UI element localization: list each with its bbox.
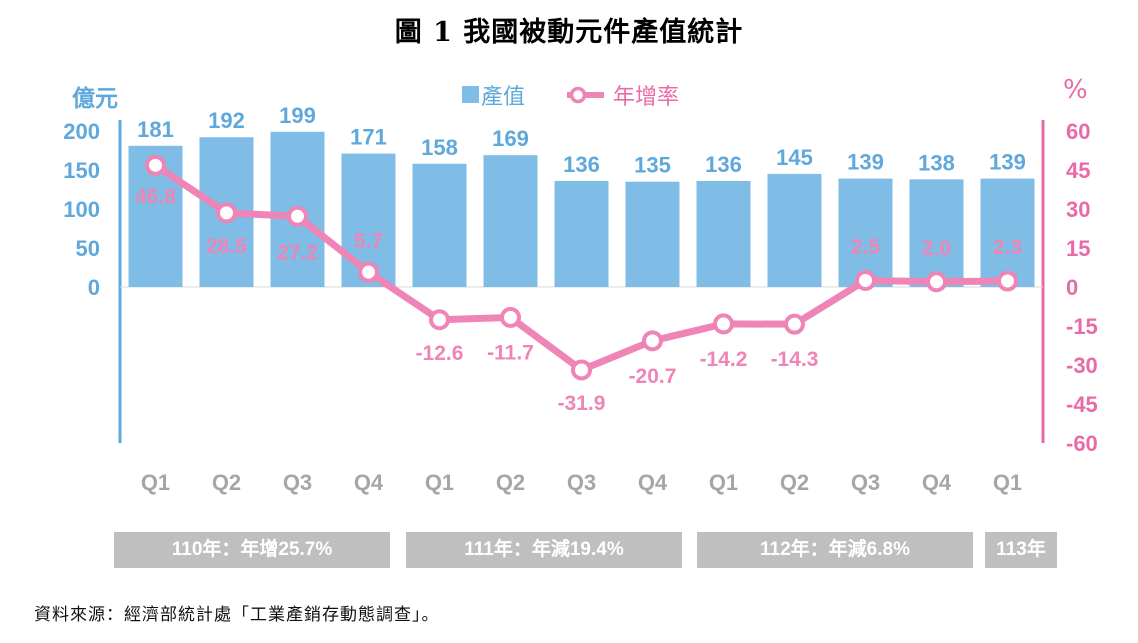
growth-rate-point [287, 205, 308, 227]
growth-rate-label: -14.2 [700, 348, 748, 371]
category-label: Q2 [212, 470, 241, 495]
source-note: 資料來源：經濟部統計處「工業產銷存動態調查」。 [34, 605, 440, 625]
right-tick-label: 60 [1066, 119, 1090, 144]
growth-rate-label: 5.7 [354, 230, 383, 253]
year-summary-bar: 113年 [985, 532, 1057, 568]
bar-value-label: 181 [137, 117, 174, 142]
bar [696, 180, 751, 287]
bar-value-label: 139 [847, 150, 884, 175]
legend-bar-swatch [462, 86, 479, 103]
bar-value-label: 139 [989, 150, 1026, 175]
bar-value-label: 136 [705, 152, 742, 177]
bar [554, 180, 609, 287]
bar [909, 179, 964, 287]
left-tick-label: 0 [88, 275, 100, 300]
legend-line-marker [569, 86, 587, 104]
right-tick-label: -45 [1066, 392, 1098, 417]
category-label: Q4 [354, 470, 384, 495]
right-tick-label: -15 [1066, 314, 1098, 339]
bar-value-label: 192 [208, 108, 245, 133]
bar-value-label: 171 [350, 125, 387, 150]
category-label: Q1 [993, 470, 1022, 495]
right-tick-label: 15 [1066, 236, 1090, 261]
year-summary-bar: 112年：年減6.8% [697, 532, 973, 568]
left-tick-label: 200 [63, 119, 100, 144]
growth-rate-point [571, 359, 592, 381]
right-axis-title: % [1063, 75, 1088, 105]
right-tick-label: 0 [1066, 275, 1078, 300]
bar [483, 155, 538, 287]
growth-rate-label: 2.0 [922, 237, 951, 260]
growth-rate-point [997, 270, 1018, 292]
bar-value-label: 145 [776, 145, 813, 170]
growth-rate-point [216, 202, 237, 224]
right-tick-label: 45 [1066, 158, 1090, 183]
right-tick-label: -60 [1066, 431, 1098, 456]
category-label: Q4 [922, 470, 952, 495]
growth-rate-label: -12.6 [416, 342, 464, 365]
category-label: Q4 [638, 470, 668, 495]
chart-title: 圖 1 我國被動元件產值統計 [394, 17, 744, 48]
category-label: Q3 [283, 470, 312, 495]
growth-rate-label: 28.5 [206, 235, 247, 258]
growth-rate-point [358, 261, 379, 283]
category-label: Q1 [425, 470, 454, 495]
bar [767, 173, 822, 287]
left-tick-label: 100 [63, 197, 100, 222]
growth-rate-point [429, 309, 450, 331]
growth-rate-label: 27.2 [277, 241, 318, 264]
growth-rate-point [855, 270, 876, 291]
growth-rate-label: -11.7 [487, 341, 534, 364]
category-label: Q1 [709, 470, 738, 495]
bar [625, 181, 680, 287]
category-label: Q3 [851, 470, 880, 495]
bar-value-label: 136 [563, 152, 600, 177]
year-summary-bar: 111年：年減19.4% [406, 532, 682, 568]
right-tick-label: 30 [1066, 197, 1090, 222]
growth-rate-label: -31.9 [558, 392, 606, 415]
growth-rate-point [784, 313, 805, 335]
growth-rate-label: -14.3 [771, 348, 819, 371]
bar-value-label: 199 [279, 103, 316, 128]
category-label: Q2 [496, 470, 525, 495]
bar-value-label: 158 [421, 135, 458, 160]
category-label: Q2 [780, 470, 809, 495]
growth-rate-point [500, 306, 521, 328]
bar-value-label: 138 [918, 150, 955, 175]
bar [838, 178, 893, 287]
bar-value-label: 169 [492, 126, 529, 151]
bar-value-label: 135 [634, 153, 671, 178]
left-tick-label: 50 [76, 236, 100, 261]
growth-rate-point [926, 271, 947, 293]
legend-line-label: 年增率 [613, 85, 679, 110]
growth-rate-point [145, 154, 166, 176]
category-label: Q1 [141, 470, 170, 495]
growth-rate-label: -20.7 [629, 365, 677, 388]
growth-rate-label: 2.3 [993, 236, 1022, 259]
bar [980, 178, 1035, 287]
category-label: Q3 [567, 470, 596, 495]
legend-bar-label: 產值 [481, 85, 525, 110]
growth-rate-label: 2.5 [851, 236, 881, 259]
left-axis-title: 億元 [72, 85, 118, 112]
growth-rate-label: 46.8 [135, 185, 176, 208]
growth-rate-point [713, 313, 734, 335]
year-summary-bar: 110年：年增25.7% [114, 532, 390, 568]
left-tick-label: 150 [63, 158, 100, 183]
bar [412, 163, 467, 287]
growth-rate-point [642, 330, 663, 352]
right-tick-label: -30 [1066, 353, 1098, 378]
